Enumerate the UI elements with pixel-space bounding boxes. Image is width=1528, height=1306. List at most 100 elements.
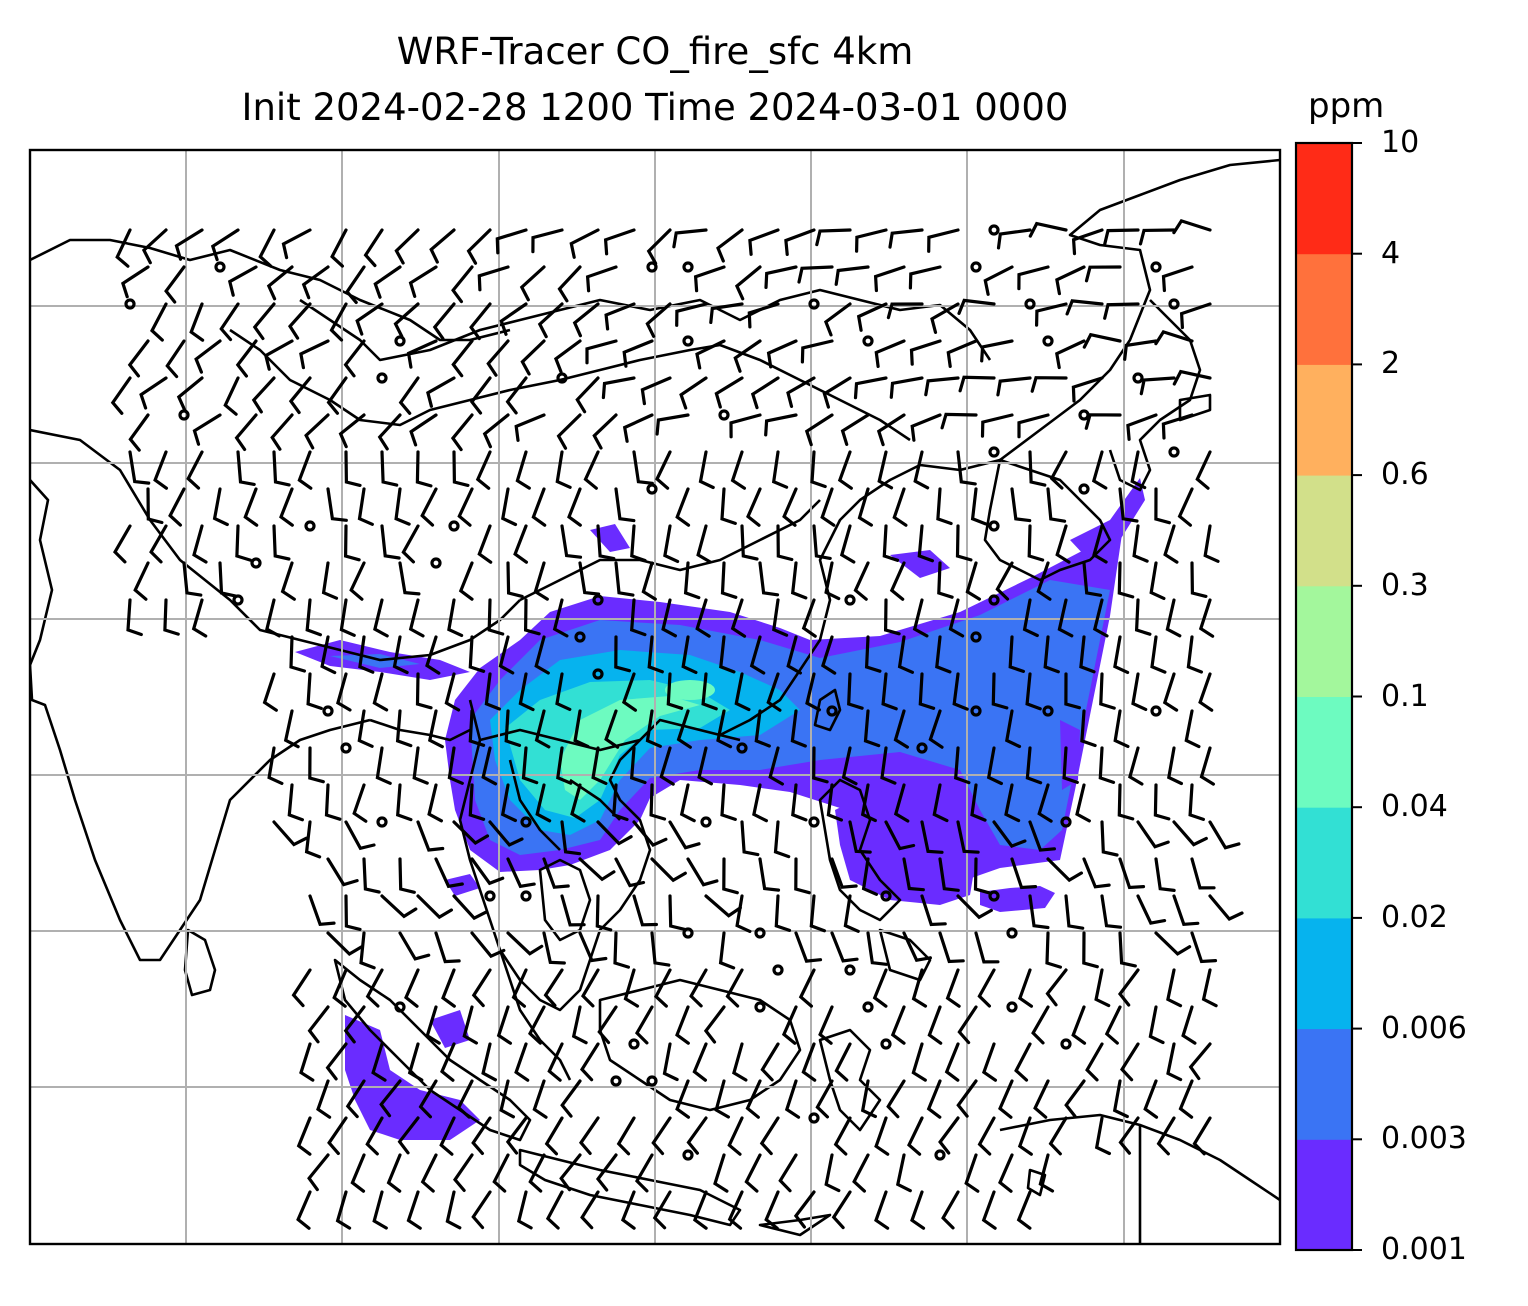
wind-barb: [365, 1116, 384, 1156]
wind-barb: [451, 339, 474, 378]
wind-barb: [793, 1190, 816, 1229]
wind-barb: [304, 413, 330, 450]
wind-barb: [516, 1190, 533, 1230]
wind-barb-calm: [970, 261, 982, 273]
wind-barb: [291, 968, 312, 1008]
wind-barb: [839, 524, 856, 564]
wind-barb: [1035, 302, 1068, 327]
wind-barb: [556, 413, 582, 450]
wind-barb: [750, 376, 780, 410]
wind-barb: [332, 968, 348, 1008]
wind-barb: [1131, 672, 1148, 711]
wind-barb: [458, 561, 474, 601]
wind-barb-calm: [232, 594, 244, 606]
wind-barb: [1045, 968, 1068, 1007]
wind-barb: [911, 1042, 927, 1082]
wind-barb: [635, 1005, 654, 1045]
wind-barb-calm: [1024, 298, 1036, 310]
wind-barb: [1082, 561, 1103, 597]
wind-barb: [349, 561, 366, 601]
wind-barb: [675, 302, 708, 327]
wind-barb: [335, 1190, 352, 1230]
wind-barb-calm: [520, 890, 532, 902]
wind-barb-calm: [1042, 705, 1054, 717]
wind-barb: [1094, 1116, 1111, 1156]
wind-barb: [681, 635, 698, 674]
wind-barb: [505, 376, 528, 415]
colorbar-tick-label: 0.04: [1381, 789, 1448, 825]
wind-barb: [1010, 487, 1032, 523]
wind-barb: [746, 487, 762, 527]
wind-barb: [470, 931, 506, 959]
wind-barb: [956, 450, 977, 486]
wind-barb: [622, 413, 654, 443]
wind-barb: [981, 1190, 997, 1230]
wind-barb-calm: [592, 594, 604, 606]
wind-barb: [1117, 561, 1135, 599]
wind-barb: [1139, 376, 1176, 396]
wind-barb: [1030, 376, 1068, 393]
wind-barb: [601, 376, 636, 400]
wind-barb: [630, 746, 647, 785]
wind-barb-calm: [1150, 261, 1162, 273]
wind-barb: [236, 450, 256, 486]
wind-barb: [452, 450, 470, 487]
wind-barb: [1118, 1116, 1140, 1155]
wind-barb: [897, 635, 914, 674]
wind-barb: [740, 820, 760, 857]
wind-barb-calm: [646, 1075, 658, 1087]
wind-barb: [218, 561, 237, 598]
wind-barb: [697, 746, 713, 786]
wind-barb: [447, 746, 464, 785]
wind-barb: [386, 1153, 402, 1193]
wind-barb: [380, 450, 399, 487]
wind-barb-calm: [1168, 298, 1180, 310]
wind-barb: [714, 1079, 730, 1119]
wind-barb: [956, 894, 993, 920]
wind-barb: [560, 820, 582, 856]
wind-barb: [752, 783, 768, 823]
wind-barb: [773, 820, 791, 859]
wind-barb: [596, 524, 616, 561]
wind-barb-calm: [1006, 1001, 1018, 1013]
wind-barb: [1181, 1005, 1197, 1045]
wind-barb: [719, 635, 736, 674]
coast-malaysia: [498, 949, 572, 1081]
wind-barb: [603, 228, 636, 256]
wind-barb: [533, 561, 549, 601]
colorbar-band: [1296, 1028, 1352, 1140]
wind-barb: [466, 228, 492, 265]
wind-barb-calm: [682, 261, 694, 273]
wind-barb: [749, 635, 766, 675]
wind-barb: [1156, 1116, 1176, 1156]
wind-barb: [917, 524, 934, 563]
wind-barb: [358, 635, 375, 674]
wind-barb: [352, 783, 368, 823]
wind-barb: [456, 1079, 474, 1119]
wind-barb: [935, 635, 952, 674]
wind-barb: [980, 413, 1014, 438]
wind-barb: [1154, 857, 1176, 892]
wind-barb: [499, 302, 528, 336]
wind-barb: [703, 1005, 726, 1044]
wind-barb: [830, 931, 859, 963]
wind-barb: [307, 1005, 330, 1044]
wind-barb: [441, 968, 456, 1008]
wind-barb: [585, 265, 618, 293]
wind-barb: [998, 1153, 1014, 1193]
wind-barb: [764, 265, 798, 289]
wind-barb: [730, 598, 747, 638]
wind-barb: [996, 376, 1032, 397]
wind-barb: [1134, 598, 1152, 636]
wind-barb: [447, 598, 464, 637]
wind-barb: [772, 598, 789, 637]
wind-barb: [650, 931, 671, 967]
wind-barb: [297, 450, 313, 490]
wind-barb: [693, 265, 726, 293]
wind-barb: [194, 339, 222, 374]
wind-barb: [1055, 524, 1071, 564]
wind-barb: [1008, 635, 1025, 673]
wind-barb: [676, 709, 692, 749]
wind-barb: [406, 1190, 422, 1230]
